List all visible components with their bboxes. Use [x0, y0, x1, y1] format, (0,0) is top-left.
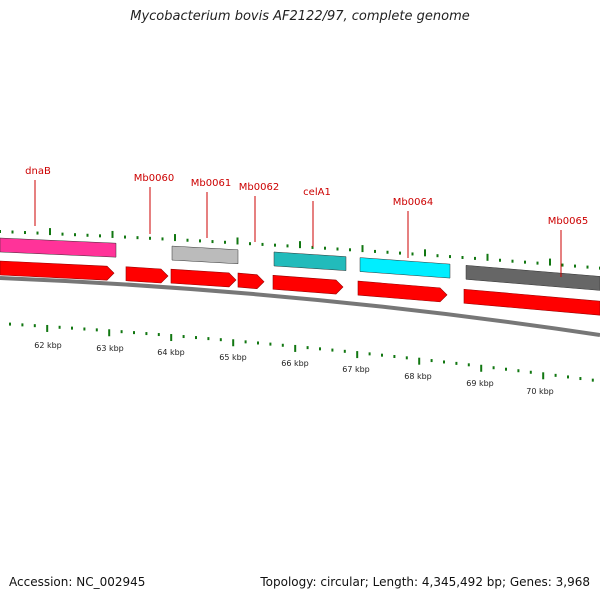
kbp-label: 63 kbp	[96, 344, 124, 353]
gene-arrow-dnab	[0, 260, 115, 281]
kbp-label: 64 kbp	[157, 348, 185, 357]
feature-track	[0, 237, 600, 291]
gene-arrow-mb0061	[170, 268, 237, 288]
gene-arrow-cela1	[272, 274, 344, 295]
outer-tick-track	[0, 228, 600, 270]
gene-label-mb0065: Mb0065	[548, 216, 588, 227]
kbp-label: 66 kbp	[281, 359, 309, 368]
accession-text: Accession: NC_002945	[9, 575, 146, 589]
kbp-labels: 62 kbp 63 kbp 64 kbp 65 kbp 66 kbp 67 kbp 68 k…	[34, 341, 554, 396]
gene-label-mb0060: Mb0060	[134, 173, 174, 184]
genome-stats-text: Topology: circular; Length: 4,345,492 bp…	[260, 575, 590, 589]
gene-label-mb0064: Mb0064	[393, 197, 433, 208]
kbp-label: 65 kbp	[219, 353, 247, 362]
feature-bar-mb0064	[359, 257, 451, 279]
kbp-label: 70 kbp	[526, 387, 554, 396]
gene-label-mb0061: Mb0061	[191, 178, 231, 189]
feature-bar-mb0061	[171, 245, 239, 265]
gene-labels: dnaB Mb0060 Mb0061 Mb0062 celA1 Mb0064 Mb0065	[25, 166, 588, 277]
genome-backbone	[0, 276, 600, 337]
kbp-label: 68 kbp	[404, 372, 432, 381]
kbp-label: 67 kbp	[342, 365, 370, 374]
gene-arrow-mb0065	[463, 288, 600, 316]
map-title: Mycobacterium bovis AF2122/97, complete …	[130, 9, 470, 24]
kbp-label: 62 kbp	[34, 341, 62, 350]
feature-bar-cela1	[273, 251, 347, 271]
gene-arrow-mb0064	[357, 280, 448, 303]
gene-label-cela1: celA1	[303, 187, 331, 198]
gene-arrow-mb0062	[237, 272, 265, 290]
feature-bar-mb0065	[465, 265, 600, 291]
kbp-label: 69 kbp	[466, 379, 494, 388]
gene-label-mb0062: Mb0062	[239, 182, 279, 193]
inner-tick-track	[9, 322, 594, 382]
feature-bar-dnab	[0, 237, 117, 258]
gene-track	[0, 260, 600, 316]
gene-arrow-mb0060	[125, 266, 169, 284]
gene-label-dnab: dnaB	[25, 166, 51, 177]
